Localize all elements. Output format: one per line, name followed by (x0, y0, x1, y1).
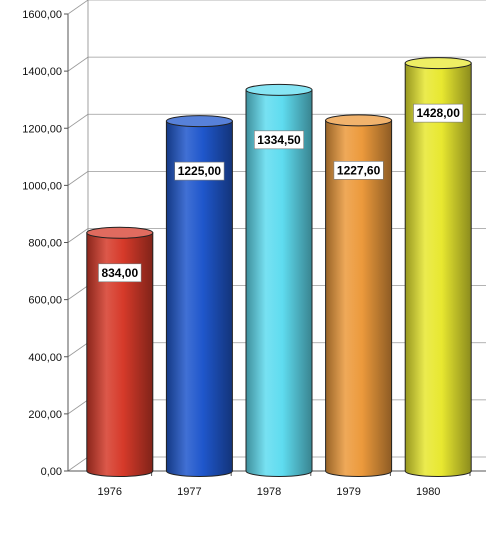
data-label: 1225,00 (174, 161, 225, 181)
y-tick-label: 1400,00 (22, 66, 62, 78)
data-label-box (174, 161, 225, 181)
bar-1976 (86, 226, 154, 477)
data-label-box (98, 263, 142, 283)
bar-body (404, 62, 472, 477)
data-label-text: 1334,50 (257, 133, 301, 147)
data-label-box (254, 130, 304, 150)
gridline-diagonal (67, 285, 89, 300)
data-label-box (333, 161, 384, 180)
data-label-box (413, 103, 464, 123)
bar-body (245, 89, 313, 477)
bars (86, 57, 472, 477)
data-label-text: 1225,00 (178, 164, 222, 178)
bar-1980 (404, 57, 472, 477)
y-tick-label: 1200,00 (22, 123, 62, 135)
x-tick-label: 1978 (257, 486, 281, 498)
gridline-diagonal (67, 342, 89, 358)
y-tick-label: 600,00 (28, 295, 62, 307)
data-label-text: 1227,60 (337, 163, 381, 177)
y-tick-label: 1000,00 (22, 180, 62, 192)
bar-top (165, 115, 233, 128)
data-label: 834,00 (98, 263, 142, 283)
bar-top (245, 83, 313, 96)
data-label-text: 1428,00 (417, 106, 461, 120)
bar-1979 (325, 114, 393, 477)
bar-1978 (245, 83, 313, 477)
data-labels: 834,00 1225,00 1334,50 1227,60 1428,00 (98, 103, 464, 283)
bar-body (86, 232, 154, 477)
y-tick-label: 200,00 (28, 409, 62, 421)
bar-top (404, 57, 472, 70)
gridline-diagonal (67, 171, 89, 186)
y-tick-label: 1600,00 (22, 9, 62, 21)
gridline-diagonal (67, 56, 89, 72)
data-label-text: 834,00 (101, 266, 138, 280)
x-tick-label: 1980 (416, 486, 440, 498)
data-label: 1428,00 (413, 103, 464, 123)
gridline-diagonal (67, 0, 89, 15)
bar-body (325, 119, 393, 477)
y-tick-label: 800,00 (28, 238, 62, 250)
y-axis-ticks: 0,00 200,00 400,00 600,00 800,00 1000,00 1200,… (22, 9, 68, 478)
data-label: 1227,60 (333, 161, 384, 180)
bar-1977 (165, 115, 233, 477)
gridline-diagonal (67, 399, 89, 415)
data-label: 1334,50 (254, 130, 304, 150)
bar-top (325, 114, 393, 127)
x-tick-label: 1979 (336, 486, 360, 498)
bar-top (86, 226, 154, 239)
bar-body (165, 120, 233, 477)
y-tick-label: 0,00 (41, 466, 62, 478)
y-tick-label: 400,00 (28, 352, 62, 364)
x-tick-label: 1976 (98, 486, 122, 498)
gridline-diagonal (67, 113, 89, 129)
gridline-diagonal (67, 456, 89, 472)
x-tick-label: 1977 (177, 486, 201, 498)
gridline-diagonal (67, 228, 89, 243)
